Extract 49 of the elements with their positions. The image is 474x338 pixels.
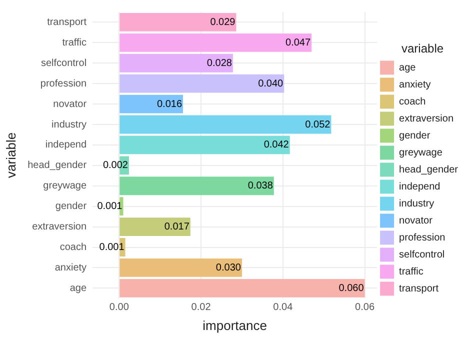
legend-title: variable	[402, 42, 444, 56]
data-label: 0.038	[248, 180, 274, 192]
y-tick-label: transport	[47, 16, 87, 28]
data-label: 0.030	[216, 262, 242, 274]
y-tick-label: industry	[52, 119, 87, 130]
data-label: 0.002	[102, 160, 128, 172]
y-tick-label: profession	[40, 78, 87, 90]
y-tick-label: extraversion	[32, 222, 87, 233]
y-tick-label: age	[70, 282, 87, 294]
legend-label: gender	[399, 130, 431, 142]
legend-label: coach	[399, 96, 426, 108]
y-axis-title: variable	[3, 132, 18, 178]
legend-label: selfcontrol	[399, 249, 445, 260]
data-label: 0.029	[210, 16, 236, 28]
legend-label: independ	[399, 181, 440, 192]
data-label: 0.001	[97, 201, 123, 212]
x-tick-label: 0.02	[191, 302, 212, 314]
legend-label: profession	[399, 232, 446, 244]
legend-label: anxiety	[399, 79, 431, 90]
legend-label: head_gender	[399, 164, 459, 176]
x-tick-label: 0.06	[355, 302, 375, 314]
data-label: 0.052	[305, 119, 331, 130]
x-tick-label: 0.04	[273, 302, 294, 314]
y-tick-label: anxiety	[54, 262, 87, 274]
y-tick-label: selfcontrol	[40, 58, 87, 69]
y-tick-label: coach	[60, 242, 87, 254]
y-tick-label: greywage	[43, 180, 87, 192]
legend-label: industry	[399, 198, 434, 210]
y-tick-label: novator	[53, 98, 88, 110]
data-label: 0.028	[206, 58, 232, 69]
data-label: 0.017	[164, 222, 190, 233]
y-tick-label: gender	[55, 201, 88, 212]
data-label: 0.040	[258, 78, 284, 90]
legend-label: traffic	[399, 266, 424, 278]
legend-label: transport	[399, 283, 439, 294]
data-label: 0.001	[99, 242, 125, 254]
data-label: 0.060	[338, 282, 364, 294]
x-tick-label: 0.00	[109, 302, 130, 314]
legend-label: greywage	[399, 147, 443, 158]
data-label: 0.016	[156, 98, 182, 110]
legend-label: age	[399, 62, 416, 74]
legend-label: extraversion	[399, 113, 454, 124]
x-axis-title: importance	[202, 318, 267, 333]
data-label: 0.042	[264, 140, 290, 151]
y-tick-label: traffic	[62, 37, 87, 48]
data-label: 0.047	[286, 37, 311, 48]
y-tick-label: independ	[45, 140, 87, 151]
y-tick-label: head_gender	[28, 160, 88, 172]
legend-label: novator	[399, 215, 434, 226]
